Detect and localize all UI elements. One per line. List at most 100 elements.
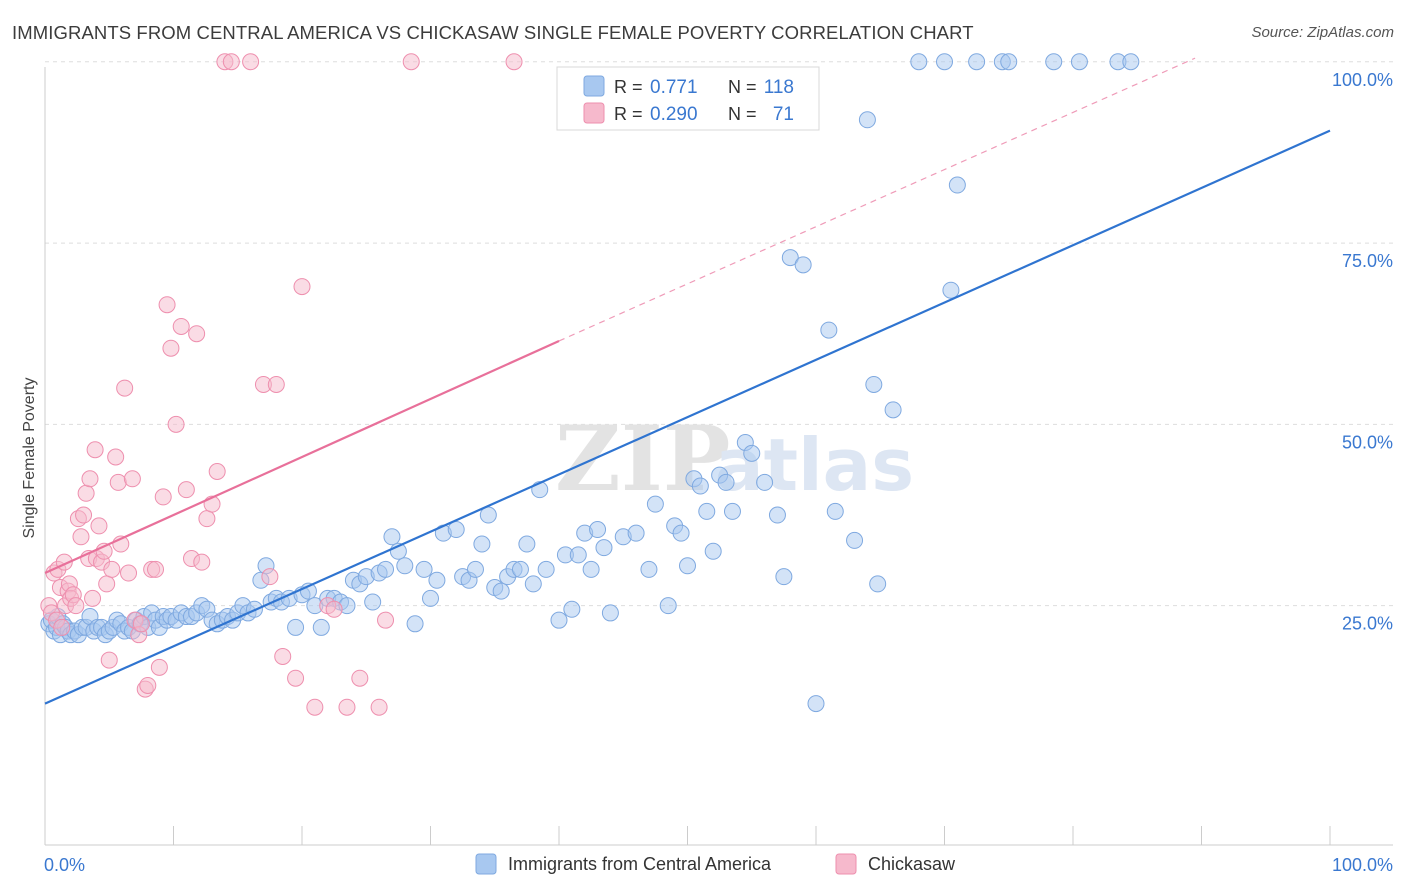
data-point-pink xyxy=(274,647,292,665)
data-point-pink xyxy=(100,651,118,669)
data-point-pink xyxy=(84,589,102,607)
data-point-pink xyxy=(198,510,216,528)
data-point-blue xyxy=(691,477,709,495)
data-point-blue xyxy=(698,502,716,520)
data-point-pink xyxy=(325,600,343,618)
data-point-blue xyxy=(537,560,555,578)
legend-r-value-1: 0.771 xyxy=(650,77,698,98)
data-point-blue xyxy=(601,604,619,622)
series-legend: Immigrants from Central America Chickasa… xyxy=(475,853,956,875)
legend-swatch-blue xyxy=(583,75,605,97)
data-point-blue xyxy=(406,615,424,633)
data-point-blue xyxy=(865,375,883,393)
legend-r-label-2: R = xyxy=(614,104,643,124)
data-point-blue xyxy=(383,528,401,546)
data-point-blue xyxy=(756,473,774,491)
data-point-pink xyxy=(139,676,157,694)
legend-n-label-2: N = xyxy=(728,104,757,124)
data-point-pink xyxy=(287,669,305,687)
data-point-blue xyxy=(768,506,786,524)
data-point-pink xyxy=(222,53,240,71)
data-point-pink xyxy=(293,278,311,296)
y-tick-label: 50.0% xyxy=(1342,432,1393,452)
data-point-pink xyxy=(505,53,523,71)
data-point-pink xyxy=(98,575,116,593)
data-point-blue xyxy=(781,249,799,267)
data-point-blue xyxy=(820,321,838,339)
data-point-pink xyxy=(109,473,127,491)
data-point-blue xyxy=(415,560,433,578)
chart-source: Source: ZipAtlas.com xyxy=(1251,24,1394,41)
data-point-blue xyxy=(672,524,690,542)
data-point-pink xyxy=(306,698,324,716)
data-point-blue xyxy=(910,53,928,71)
watermark: ZIP atlas xyxy=(555,406,914,512)
data-point-pink xyxy=(242,53,260,71)
data-point-blue xyxy=(312,618,330,636)
data-point-blue xyxy=(723,502,741,520)
data-point-pink xyxy=(172,317,190,335)
data-point-blue xyxy=(1000,53,1018,71)
data-point-pink xyxy=(377,611,395,629)
data-point-pink xyxy=(120,564,138,582)
data-point-blue xyxy=(858,111,876,129)
data-point-blue xyxy=(640,560,658,578)
data-point-blue xyxy=(968,53,986,71)
x-tick-label: 0.0% xyxy=(44,855,85,875)
data-point-blue xyxy=(717,473,735,491)
data-point-pink xyxy=(116,379,134,397)
data-point-pink xyxy=(77,484,95,502)
data-point-blue xyxy=(646,495,664,513)
data-point-blue xyxy=(884,401,902,419)
data-point-pink xyxy=(72,528,90,546)
data-point-pink xyxy=(208,463,226,481)
legend-n-label-1: N = xyxy=(728,77,757,97)
y-tick-label: 100.0% xyxy=(1332,70,1393,90)
data-point-blue xyxy=(679,557,696,575)
data-point-pink xyxy=(67,597,85,615)
tick-labels: 25.0% 50.0% 75.0% 100.0% 0.0% 100.0% xyxy=(44,70,1393,875)
data-point-pink xyxy=(370,698,388,716)
data-point-pink xyxy=(90,517,108,535)
correlation-legend: R = 0.771 N = 118 R = 0.290 N = 71 xyxy=(556,66,820,131)
data-point-blue xyxy=(287,618,305,636)
series-legend-swatch-pink xyxy=(835,853,857,875)
data-point-blue xyxy=(627,524,645,542)
trend-line-blue xyxy=(44,129,1331,705)
data-point-blue xyxy=(473,535,491,553)
data-point-blue xyxy=(447,521,465,539)
data-point-blue xyxy=(704,542,722,560)
data-point-blue xyxy=(428,571,446,589)
data-point-blue xyxy=(582,560,600,578)
data-point-blue xyxy=(807,695,825,713)
data-point-blue xyxy=(563,600,581,618)
data-point-pink xyxy=(154,488,172,506)
y-tick-label: 75.0% xyxy=(1342,251,1393,271)
data-point-blue xyxy=(826,502,844,520)
legend-n-value-2: 71 xyxy=(773,104,794,125)
series-legend-swatch-blue xyxy=(475,853,497,875)
series-legend-label-blue: Immigrants from Central America xyxy=(508,854,772,874)
data-point-blue xyxy=(942,281,960,299)
data-point-pink xyxy=(150,658,168,676)
data-point-pink xyxy=(267,375,285,393)
legend-r-label-1: R = xyxy=(614,77,643,97)
data-points xyxy=(40,53,1140,716)
data-point-blue xyxy=(794,256,812,274)
data-point-blue xyxy=(1045,53,1063,71)
data-point-blue xyxy=(948,176,966,194)
data-point-pink xyxy=(75,506,93,524)
data-point-blue xyxy=(936,53,953,71)
data-point-blue xyxy=(846,531,864,549)
watermark-zip: ZIP xyxy=(555,406,730,512)
data-point-blue xyxy=(595,539,613,557)
data-point-pink xyxy=(351,669,369,687)
data-point-blue xyxy=(550,611,568,629)
data-point-pink xyxy=(338,698,356,716)
data-point-blue xyxy=(518,535,536,553)
data-point-blue xyxy=(396,557,414,575)
data-point-pink xyxy=(103,560,121,578)
data-point-pink xyxy=(188,325,206,343)
data-point-pink xyxy=(107,448,125,466)
